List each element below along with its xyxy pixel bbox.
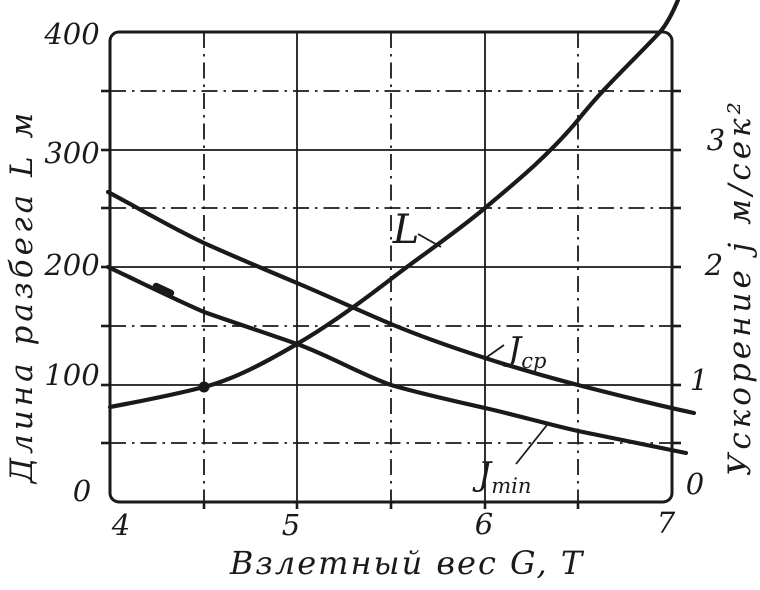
leader-L	[417, 233, 442, 248]
jcp-subscript: ср	[521, 348, 547, 373]
curve-label-jmin: Jmin	[478, 454, 531, 498]
left-tick-400: 400	[44, 17, 100, 51]
axis-ticks	[101, 89, 681, 509]
curve-label-jcp: Jср	[508, 329, 546, 373]
left-tick-100: 100	[44, 358, 100, 392]
leader-jcp	[486, 344, 505, 358]
leader-jmin	[515, 424, 548, 465]
x-tick-5: 5	[281, 508, 301, 542]
design-point-marker	[198, 381, 210, 393]
x-tick-4: 4	[111, 508, 131, 542]
right-tick-2: 2	[704, 248, 724, 282]
left-tick-200: 200	[44, 248, 100, 282]
jmin-symbol: J	[478, 454, 492, 494]
x-tick-7: 7	[656, 506, 676, 540]
curve-label-L: L	[392, 207, 420, 253]
right-tick-0: 0	[685, 467, 705, 501]
left-tick-0: 0	[72, 474, 92, 508]
x-axis-title: Взлетный вес G, Т	[229, 544, 585, 582]
left-axis-title: Длина разбега L м	[4, 108, 40, 484]
curve-L	[107, 0, 681, 410]
curve-jmin	[105, 264, 689, 456]
curves	[105, 0, 697, 456]
leader-lines	[417, 233, 548, 465]
right-tick-1: 1	[689, 363, 709, 397]
curve-jcp	[105, 189, 697, 416]
right-axis-title: Ускорение j м/сек²	[722, 98, 758, 476]
left-tick-300: 300	[44, 136, 100, 170]
jmin-subscript: min	[491, 473, 532, 498]
x-tick-6: 6	[474, 507, 494, 541]
right-tick-3: 3	[706, 123, 726, 157]
jmin-tick-marker	[152, 282, 175, 297]
grid-minor	[110, 32, 672, 502]
jcp-symbol: J	[508, 329, 522, 369]
